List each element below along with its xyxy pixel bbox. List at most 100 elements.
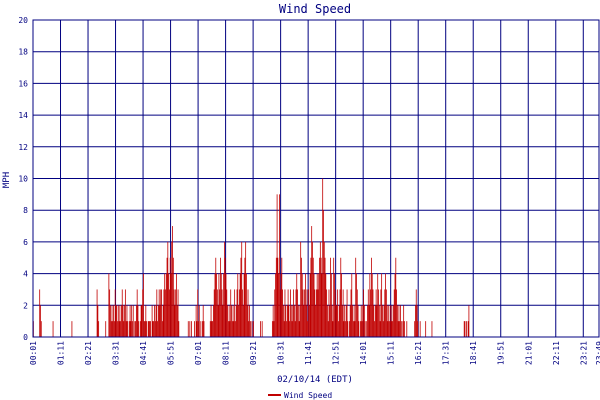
- data-bar: [210, 305, 212, 337]
- data-bar: [129, 305, 131, 337]
- data-bar: [280, 273, 282, 337]
- data-bar: [168, 289, 170, 337]
- data-bar: [96, 289, 98, 337]
- x-tick-label: 15:11: [387, 341, 396, 365]
- data-bar: [334, 289, 336, 337]
- x-tick-label: 23:21: [579, 341, 588, 365]
- data-bar: [386, 305, 388, 337]
- data-bar: [39, 289, 41, 337]
- data-bar: [287, 289, 289, 337]
- data-bars: [33, 178, 470, 337]
- data-bar: [399, 321, 401, 337]
- data-bar: [121, 305, 122, 337]
- data-bar: [353, 305, 355, 337]
- data-bar: [357, 305, 359, 337]
- data-bar: [338, 305, 340, 337]
- data-bar: [317, 289, 319, 337]
- data-bar: [71, 321, 73, 337]
- data-bar: [132, 321, 133, 337]
- data-bar: [303, 305, 305, 337]
- data-bar: [375, 289, 377, 337]
- data-bar: [358, 321, 360, 337]
- data-bar: [203, 321, 205, 337]
- data-bar: [402, 321, 404, 337]
- data-bar: [244, 257, 246, 337]
- data-bar: [330, 257, 331, 337]
- data-bar: [395, 257, 397, 337]
- data-bar: [211, 321, 213, 337]
- data-bar: [222, 305, 224, 337]
- data-bar: [153, 321, 155, 337]
- data-bar: [406, 321, 408, 337]
- data-bar: [373, 305, 375, 337]
- legend-item-wind-speed: Wind Speed: [284, 391, 332, 400]
- data-bar: [404, 321, 405, 337]
- data-bar: [340, 257, 342, 337]
- data-bar: [238, 305, 239, 337]
- data-bar: [347, 321, 349, 337]
- x-axis-label: 02/10/14 (EDT): [277, 375, 353, 385]
- data-bar: [417, 321, 419, 337]
- data-bar: [165, 273, 167, 337]
- data-bar: [224, 257, 226, 337]
- x-tick-label: 02:21: [84, 341, 93, 365]
- data-bar: [393, 305, 394, 337]
- x-tick-label: 17:31: [442, 341, 451, 365]
- data-bar: [176, 273, 177, 337]
- x-tick-label: 16:21: [414, 341, 423, 365]
- data-bar: [149, 321, 151, 337]
- x-tick-label: 11:41: [304, 341, 313, 365]
- data-bar: [135, 305, 137, 337]
- data-bar: [132, 305, 134, 337]
- data-bar: [292, 305, 294, 337]
- data-bar: [310, 257, 312, 337]
- data-bar: [137, 305, 139, 337]
- data-bar: [341, 273, 342, 337]
- data-bar: [370, 289, 372, 337]
- data-bar: [234, 289, 236, 337]
- data-bar: [345, 321, 346, 337]
- data-bar: [216, 289, 218, 337]
- data-bar: [228, 305, 230, 337]
- data-bar: [110, 305, 111, 337]
- data-bar: [229, 321, 231, 337]
- data-bar: [364, 321, 366, 337]
- data-bar: [213, 289, 215, 337]
- data-bar: [232, 305, 234, 337]
- data-bar: [301, 257, 302, 337]
- y-tick-label: 10: [18, 175, 28, 184]
- data-bar: [282, 305, 284, 337]
- data-bar: [223, 273, 225, 337]
- data-bar: [127, 321, 129, 337]
- data-bar: [309, 273, 311, 337]
- data-bar: [247, 289, 249, 337]
- x-tick-label: 18:41: [469, 341, 478, 365]
- data-bar: [163, 289, 165, 337]
- data-bar: [243, 273, 245, 337]
- data-bar: [125, 321, 127, 337]
- data-bar: [194, 321, 195, 337]
- data-bar: [142, 289, 144, 337]
- data-bar: [337, 289, 339, 337]
- data-bar: [214, 273, 216, 337]
- data-bar: [169, 257, 171, 337]
- data-bar: [215, 257, 217, 337]
- data-bar: [381, 273, 383, 337]
- y-tick-label: 18: [18, 48, 28, 57]
- y-tick-label: 4: [23, 270, 28, 279]
- x-tick-label: 14:01: [359, 341, 368, 365]
- data-bar: [140, 305, 142, 337]
- data-bar: [120, 321, 122, 337]
- data-bar: [403, 305, 405, 337]
- data-bar: [356, 289, 358, 337]
- data-bar: [172, 257, 174, 337]
- x-tick-label: 09:21: [249, 341, 258, 365]
- data-bar: [227, 321, 229, 337]
- data-bar: [336, 305, 338, 337]
- data-bar: [330, 273, 332, 337]
- data-bar: [246, 305, 248, 337]
- data-bar: [238, 289, 240, 337]
- data-bar: [376, 305, 378, 337]
- data-bar: [154, 321, 156, 337]
- data-bar: [319, 257, 320, 337]
